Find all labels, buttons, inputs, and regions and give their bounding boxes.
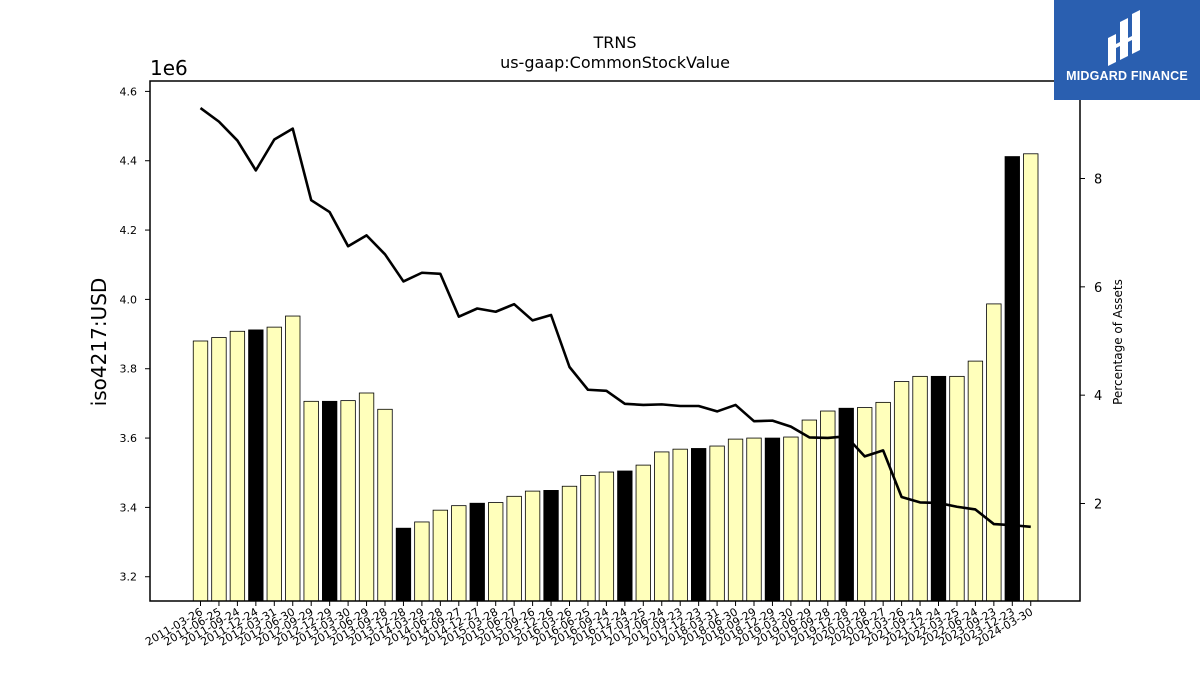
y-tick-label: 4.4 bbox=[120, 155, 138, 168]
bar-2020-06-27 bbox=[875, 401, 891, 602]
bar-2016-12-24 bbox=[617, 470, 633, 602]
bar-2018-09-29 bbox=[746, 437, 762, 602]
bar-2016-06-25 bbox=[580, 475, 596, 602]
y-tick-label: 3.8 bbox=[120, 363, 138, 376]
bar-series bbox=[192, 153, 1039, 602]
midgard-logo-icon bbox=[1108, 10, 1140, 66]
bar-2017-09-23 bbox=[672, 448, 688, 602]
bar-2014-12-27 bbox=[469, 502, 485, 602]
bar-2016-09-24 bbox=[598, 471, 615, 602]
y2-tick-label: 6 bbox=[1094, 281, 1102, 296]
bar-2012-06-30 bbox=[285, 315, 301, 602]
y2-axis-label: Percentage of Assets bbox=[1111, 279, 1125, 405]
bar-2020-03-28 bbox=[857, 407, 873, 602]
bar-2012-03-31 bbox=[266, 326, 282, 602]
bar-2013-09-28 bbox=[377, 408, 393, 602]
bar-2012-09-29 bbox=[303, 400, 319, 602]
y-offset-label: 1e6 bbox=[150, 56, 188, 80]
bar-2023-12-23 bbox=[1004, 156, 1020, 602]
chart-title: TRNS bbox=[592, 33, 636, 52]
y-tick-label: 3.4 bbox=[120, 501, 138, 514]
bar-2011-06-25 bbox=[211, 337, 227, 602]
bar-2021-03-26 bbox=[893, 381, 910, 602]
line-series bbox=[199, 107, 1031, 529]
brand-logo: MIDGARD FINANCE bbox=[1054, 0, 1200, 100]
bar-2016-03-26 bbox=[561, 485, 578, 602]
bar-2014-03-29 bbox=[414, 521, 430, 602]
bar-2017-06-24 bbox=[654, 451, 670, 602]
bar-2015-06-27 bbox=[506, 495, 522, 602]
plot-frame bbox=[149, 80, 1081, 602]
bar-2024-03-30 bbox=[1023, 153, 1039, 602]
bar-2017-03-25 bbox=[635, 464, 651, 602]
bar-2015-09-26 bbox=[524, 490, 541, 602]
percentage-line bbox=[199, 107, 1031, 529]
bar-2013-03-30 bbox=[340, 400, 356, 602]
bar-2015-03-28 bbox=[488, 502, 504, 602]
bar-2022-03-25 bbox=[949, 375, 965, 602]
y-tick-label: 3.6 bbox=[120, 432, 138, 445]
y-axis-label: iso4217:USD bbox=[87, 278, 111, 407]
bar-2018-06-30 bbox=[727, 438, 744, 602]
brand-name: MIDGARD FINANCE bbox=[1066, 69, 1188, 83]
bar-2014-06-28 bbox=[432, 509, 449, 602]
bar-2018-12-29 bbox=[764, 437, 781, 602]
x-axis-ticks: 2011-03-262011-06-252011-09-242011-12-24… bbox=[143, 601, 1035, 649]
bar-2015-12-26 bbox=[543, 490, 559, 602]
bar-2019-06-29 bbox=[801, 419, 817, 602]
bar-2021-09-24 bbox=[912, 375, 928, 602]
bar-2014-09-27 bbox=[451, 505, 467, 602]
bar-2012-12-29 bbox=[321, 400, 338, 602]
bar-2013-12-28 bbox=[395, 527, 412, 602]
bar-2022-06-24 bbox=[967, 360, 984, 602]
y-tick-label: 4.2 bbox=[120, 224, 138, 237]
bar-2018-03-31 bbox=[709, 445, 725, 602]
bar-2019-03-30 bbox=[783, 436, 799, 602]
y-tick-label: 4.6 bbox=[120, 85, 138, 98]
bar-2021-12-24 bbox=[930, 375, 947, 602]
bar-2011-12-24 bbox=[248, 329, 264, 602]
y-axis-ticks: 3.2 3.4 3.6 3.8 4.0 4.2 4.4 4.6 bbox=[120, 85, 150, 584]
bar-2023-09-23 bbox=[986, 303, 1002, 602]
bar-2017-12-23 bbox=[691, 448, 707, 602]
bar-2011-09-24 bbox=[229, 330, 246, 602]
y-tick-label: 4.0 bbox=[120, 293, 138, 306]
y2-axis-ticks: 2 4 6 8 bbox=[1080, 173, 1102, 513]
y2-tick-label: 2 bbox=[1094, 498, 1102, 513]
bar-2011-03-26 bbox=[192, 340, 209, 602]
y2-tick-label: 8 bbox=[1094, 173, 1102, 188]
bar-2013-06-29 bbox=[358, 392, 375, 602]
y2-tick-label: 4 bbox=[1094, 389, 1102, 404]
bar-2019-09-28 bbox=[820, 410, 836, 602]
chart-subtitle: us-gaap:CommonStockValue bbox=[500, 53, 730, 72]
y-tick-label: 3.2 bbox=[120, 571, 138, 584]
